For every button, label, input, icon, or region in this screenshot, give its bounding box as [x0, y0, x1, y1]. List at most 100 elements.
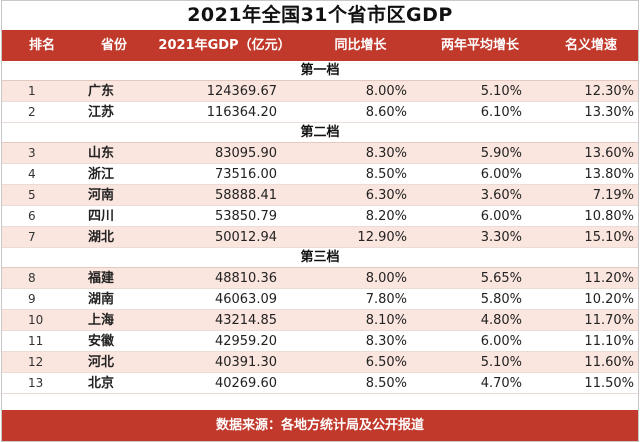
table-row: 4 浙江 73516.00 8.50% 6.00% 13.80% — [2, 164, 638, 185]
gdp-cell: 43214.85 — [214, 313, 277, 328]
header-two-year-avg: 两年平均增长 — [440, 38, 519, 53]
header-rank: 排名 — [28, 38, 55, 53]
province-cell: 湖南 — [88, 292, 115, 307]
province-cell: 河北 — [88, 355, 115, 370]
yoy-growth-cell: 6.50% — [365, 355, 407, 370]
rank-cell: 4 — [28, 167, 36, 181]
yoy-growth-cell: 8.00% — [365, 84, 407, 99]
province-cell: 浙江 — [88, 167, 115, 182]
yoy-growth-cell: 8.10% — [365, 313, 407, 328]
two-year-avg-cell: 5.90% — [480, 146, 522, 161]
yoy-growth-cell: 8.50% — [365, 376, 407, 391]
province-cell: 上海 — [88, 313, 115, 328]
rank-cell: 13 — [28, 376, 44, 390]
two-year-avg-cell: 6.00% — [480, 167, 522, 182]
nominal-growth-cell: 10.80% — [584, 209, 634, 224]
gdp-cell: 73516.00 — [214, 167, 277, 182]
table-row: 6 四川 53850.79 8.20% 6.00% 10.80% — [2, 206, 638, 227]
rank-cell: 11 — [28, 334, 44, 348]
two-year-avg-cell: 6.10% — [480, 105, 522, 120]
province-cell: 北京 — [88, 376, 115, 391]
nominal-growth-cell: 11.70% — [584, 313, 634, 328]
table-header-row: 排名 省份 2021年GDP（亿元） 同比增长 两年平均增长 名义增速 — [2, 30, 638, 61]
gdp-cell: 40269.60 — [214, 376, 277, 391]
table-row: 13 北京 40269.60 8.50% 4.70% 11.50% — [2, 373, 638, 394]
header-yoy-growth: 同比增长 — [334, 38, 387, 53]
nominal-growth-cell: 11.10% — [584, 334, 634, 349]
province-cell: 山东 — [88, 146, 115, 161]
table-row: 12 河北 40391.30 6.50% 5.10% 11.60% — [2, 352, 638, 373]
table-row: 7 湖北 50012.94 12.90% 3.30% 15.10% — [2, 227, 638, 248]
yoy-growth-cell: 6.30% — [365, 188, 407, 203]
tier-label: 第二档 — [2, 123, 638, 143]
tier-label: 第一档 — [2, 61, 638, 81]
nominal-growth-cell: 11.60% — [584, 355, 634, 370]
nominal-growth-cell: 7.19% — [592, 188, 634, 203]
province-cell: 四川 — [88, 209, 115, 224]
table-row: 8 福建 48810.36 8.00% 5.65% 11.20% — [2, 268, 638, 289]
table-title: 2021年全国31个省市区GDP — [187, 4, 453, 26]
yoy-growth-cell: 8.20% — [365, 209, 407, 224]
gdp-cell: 46063.09 — [214, 292, 277, 307]
rank-cell: 8 — [28, 271, 36, 285]
gdp-cell: 42959.20 — [214, 334, 277, 349]
nominal-growth-cell: 13.80% — [584, 167, 634, 182]
two-year-avg-cell: 6.00% — [480, 209, 522, 224]
nominal-growth-cell: 15.10% — [584, 230, 634, 245]
province-cell: 安徽 — [88, 334, 115, 349]
yoy-growth-cell: 12.90% — [357, 230, 407, 245]
rank-cell: 1 — [28, 84, 36, 98]
table-row: 3 山东 83095.90 8.30% 5.90% 13.60% — [2, 143, 638, 164]
gdp-cell: 58888.41 — [214, 188, 277, 203]
rank-cell: 5 — [28, 188, 36, 202]
header-gdp: 2021年GDP（亿元） — [158, 38, 291, 53]
rank-cell: 2 — [28, 105, 36, 119]
nominal-growth-cell: 12.30% — [584, 84, 634, 99]
table-row: 11 安徽 42959.20 8.30% 6.00% 11.10% — [2, 331, 638, 352]
yoy-growth-cell: 8.50% — [365, 167, 407, 182]
gdp-cell: 48810.36 — [214, 271, 277, 286]
rank-cell: 7 — [28, 230, 36, 244]
yoy-growth-cell: 8.30% — [365, 334, 407, 349]
table-row: 10 上海 43214.85 8.10% 4.80% 11.70% — [2, 310, 638, 331]
province-cell: 广东 — [88, 84, 115, 99]
two-year-avg-cell: 4.80% — [480, 313, 522, 328]
two-year-avg-cell: 3.30% — [480, 230, 522, 245]
two-year-avg-cell: 5.65% — [480, 271, 522, 286]
gdp-cell: 40391.30 — [214, 355, 277, 370]
gdp-cell: 53850.79 — [214, 209, 277, 224]
gdp-cell: 83095.90 — [214, 146, 277, 161]
rank-cell: 9 — [28, 292, 36, 306]
nominal-growth-cell: 13.60% — [584, 146, 634, 161]
rank-cell: 10 — [28, 313, 44, 327]
table-row: 2 江苏 116364.20 8.60% 6.10% 13.30% — [2, 102, 638, 123]
province-cell: 河南 — [88, 188, 115, 203]
rank-cell: 12 — [28, 355, 44, 369]
nominal-growth-cell: 11.50% — [584, 376, 634, 391]
two-year-avg-cell: 4.70% — [480, 376, 522, 391]
province-cell: 福建 — [88, 271, 115, 286]
nominal-growth-cell: 10.20% — [584, 292, 634, 307]
tier-label: 第三档 — [2, 248, 638, 268]
table-row: 1 广东 124369.67 8.00% 5.10% 12.30% — [2, 81, 638, 102]
yoy-growth-cell: 8.00% — [365, 271, 407, 286]
nominal-growth-cell: 13.30% — [584, 105, 634, 120]
two-year-avg-cell: 5.80% — [480, 292, 522, 307]
header-nominal-growth: 名义增速 — [564, 38, 617, 53]
two-year-avg-cell: 3.60% — [480, 188, 522, 203]
gdp-cell: 116364.20 — [206, 105, 277, 120]
two-year-avg-cell: 5.10% — [480, 84, 522, 99]
province-cell: 江苏 — [88, 105, 115, 120]
source-footer: 数据来源：各地方统计局及公开报道 — [2, 410, 638, 441]
two-year-avg-cell: 5.10% — [480, 355, 522, 370]
yoy-growth-cell: 7.80% — [365, 292, 407, 307]
yoy-growth-cell: 8.60% — [365, 105, 407, 120]
rank-cell: 3 — [28, 146, 36, 160]
table-row: 5 河南 58888.41 6.30% 3.60% 7.19% — [2, 185, 638, 206]
nominal-growth-cell: 11.20% — [584, 271, 634, 286]
rank-cell: 6 — [28, 209, 36, 223]
gdp-cell: 50012.94 — [214, 230, 277, 245]
header-province: 省份 — [100, 38, 127, 53]
gdp-cell: 124369.67 — [206, 84, 277, 99]
